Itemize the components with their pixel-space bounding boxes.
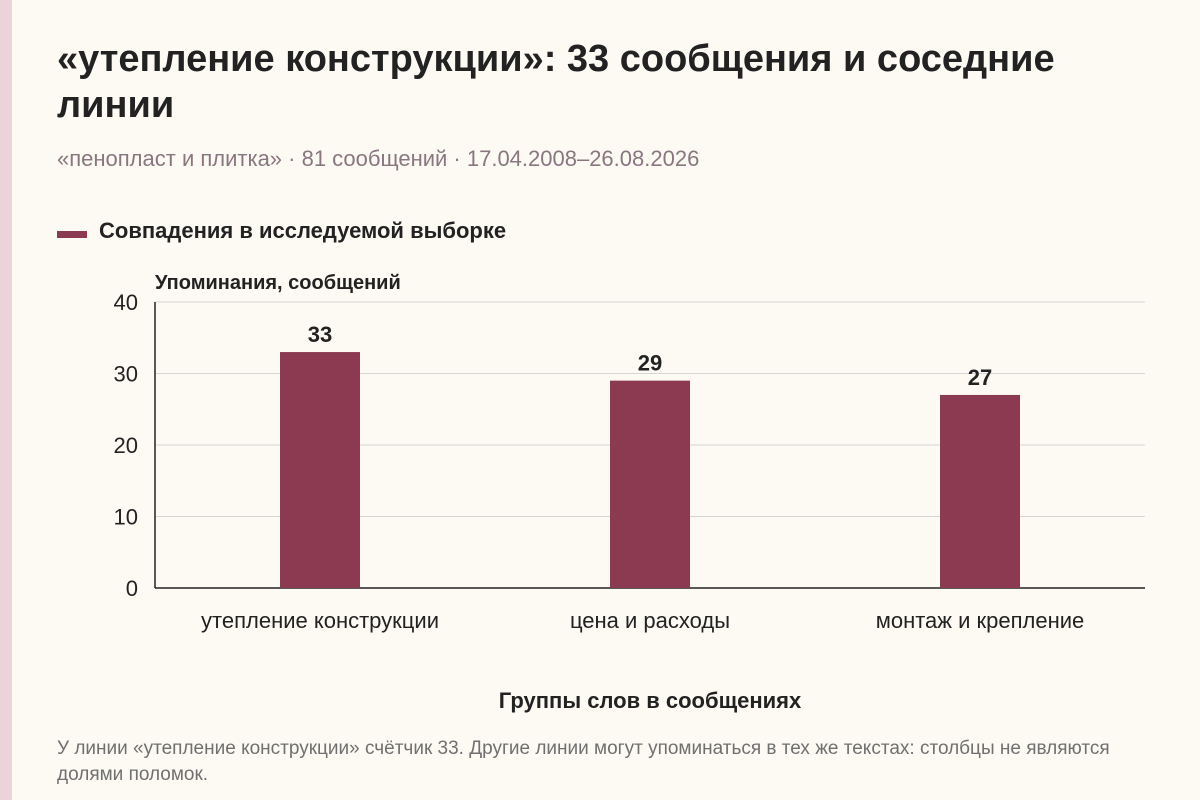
y-tick-label: 30 [114,362,138,387]
bar [610,380,690,588]
chart-title: «утепление конструкции»: 33 сообщения и … [57,38,1055,126]
legend-label: Совпадения в исследуемой выборке [99,218,507,243]
chart-subtitle: «пенопласт и плитка» · 81 сообщений · 17… [57,146,700,171]
bar-value-label: 29 [638,351,662,376]
legend-swatch [57,230,87,238]
x-tick-label: утепление конструкции [201,608,439,633]
bars [280,352,1020,588]
bar [940,394,1020,588]
y-tick-label: 10 [114,505,138,530]
x-tick-label: цена и расходы [570,608,730,633]
bar [280,352,360,588]
x-tick-label: монтаж и крепление [876,608,1085,633]
y-axis-label: Упоминания, сообщений [155,272,401,294]
bar-value-label: 33 [308,322,332,347]
bar-value-label: 27 [968,365,992,390]
y-tick-labels: 0 10 20 30 40 [114,290,138,601]
left-accent-stripe [0,0,12,800]
y-tick-label: 40 [114,290,138,315]
legend: Совпадения в исследуемой выборке [57,218,506,244]
y-tick-label: 0 [126,576,138,601]
value-labels: 33 29 27 [308,322,992,390]
x-tick-labels: утепление конструкции цена и расходы монта… [201,608,1084,633]
x-axis-label: Группы слов в сообщениях [499,688,802,713]
footnote: У линии «утепление конструкции» счётчик … [57,738,1110,785]
y-tick-label: 20 [114,433,138,458]
